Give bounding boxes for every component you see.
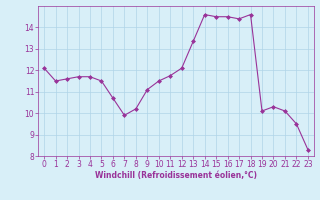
X-axis label: Windchill (Refroidissement éolien,°C): Windchill (Refroidissement éolien,°C) bbox=[95, 171, 257, 180]
